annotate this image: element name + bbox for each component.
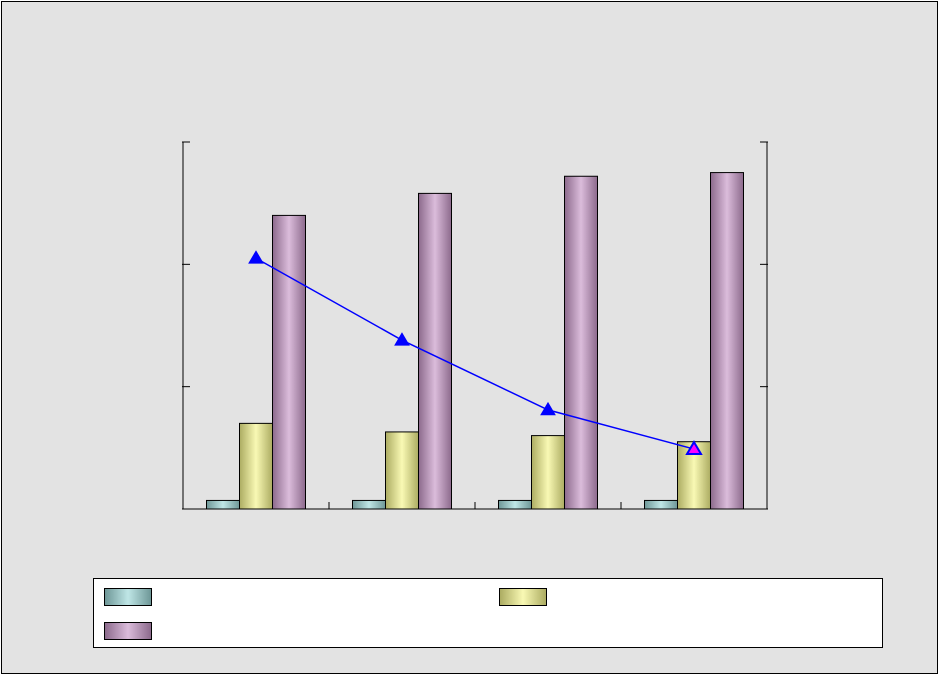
bar-series-2-cat-3 [531,435,565,510]
bar-series-1-cat-4 [644,499,678,510]
bar-series-2-cat-2 [385,431,419,510]
bar-series-2-cat-1 [239,422,273,510]
bar-series-1-cat-2 [352,499,386,510]
line-point-2 [394,332,410,346]
line-point-4 [685,440,703,455]
bar-series-1-cat-3 [498,499,532,510]
line-point-1 [248,250,264,264]
bar-series-1-cat-1 [206,499,240,510]
line-point-3 [540,401,556,416]
legend-swatch-series-3 [104,622,152,640]
legend-swatch-series-1 [104,588,152,606]
line-series-1 [255,257,695,450]
bar-series-3-cat-4 [710,172,744,510]
legend [93,578,883,648]
bar-series-3-cat-3 [564,175,598,510]
legend-swatch-series-2 [499,588,547,606]
bar-series-3-cat-1 [272,214,306,510]
